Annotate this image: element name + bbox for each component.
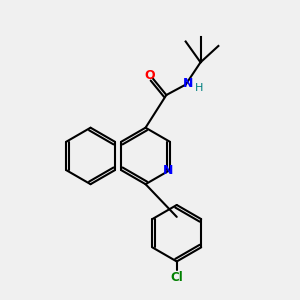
Text: N: N [183,76,193,90]
Text: H: H [195,82,203,93]
Text: O: O [145,69,155,82]
Text: Cl: Cl [170,271,183,284]
Text: N: N [163,164,174,177]
